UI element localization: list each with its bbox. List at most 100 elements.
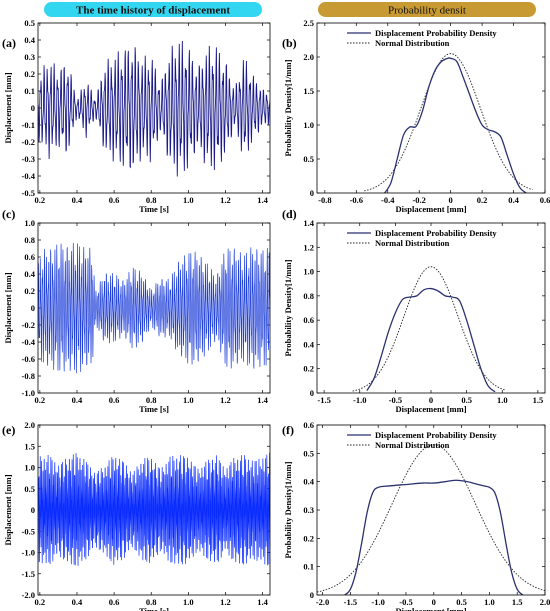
y-tick-label: 2.0 — [24, 420, 35, 430]
x-tick-label: 0.6 — [540, 195, 550, 205]
y-axis-label: Displacement [mm] — [3, 272, 13, 343]
legend-entry-pdf: Displacement Probability Density — [375, 228, 497, 238]
legend-entry-pdf: Displacement Probability Density — [375, 430, 497, 440]
panel-label-f: (f) — [282, 423, 294, 437]
y-tick-label: -0.2 — [22, 137, 35, 147]
y-tick-label: -0.3 — [22, 154, 35, 164]
y-tick-label: 0.1 — [303, 562, 314, 572]
y-tick-label: 1.2 — [303, 242, 314, 252]
y-axis-label: Probability Density[1/mm] — [283, 59, 293, 156]
x-tick-label: 1.4 — [257, 195, 268, 205]
x-tick-label: 1.0 — [497, 395, 508, 405]
panel-label-e: (e) — [2, 423, 15, 437]
header-right-pill — [318, 2, 536, 17]
x-tick-label: 1.4 — [257, 597, 268, 607]
x-tick-label: 0.2 — [35, 597, 46, 607]
x-tick-label: 0.8 — [146, 195, 157, 205]
y-tick-label: 0.3 — [24, 52, 35, 62]
x-tick-label: 1.4 — [257, 395, 268, 405]
x-tick-label: 0.4 — [508, 195, 519, 205]
header-left: The time history of displacement — [44, 2, 262, 17]
y-tick-label: 0.6 — [303, 315, 314, 325]
x-tick-label: 0 — [432, 597, 436, 607]
y-tick-label: 0.2 — [303, 533, 314, 543]
x-tick-label: -2.0 — [316, 597, 329, 607]
probability-density-line — [384, 57, 527, 193]
y-tick-label: 0.6 — [24, 252, 35, 262]
y-tick-label: 2.5 — [303, 18, 314, 28]
probability-density-line — [366, 287, 496, 393]
plot-frame — [316, 424, 546, 596]
y-tick-label: 1.5 — [303, 86, 314, 96]
y-tick-label: 0.2 — [303, 364, 314, 374]
x-axis-label: Time [s] — [139, 606, 169, 611]
x-tick-label: 0 — [429, 395, 433, 405]
y-tick-label: 0 — [310, 388, 314, 398]
x-tick-label: 0.2 — [35, 195, 46, 205]
plot-frame — [316, 22, 546, 194]
header-left-title: The time history of displacement — [76, 5, 230, 17]
y-tick-label: -0.5 — [22, 188, 35, 198]
y-tick-label: 0.5 — [303, 448, 314, 458]
y-tick-label: 0 — [310, 590, 314, 600]
panel-f-probability-density: (f) 0 0.1 0.2 0.3 0.4 0.5 0.6 -2.0 -1.5 -1.0 -0.5 0 0… — [282, 420, 550, 611]
x-tick-label: 0 — [449, 195, 453, 205]
x-tick-label: 1.0 — [183, 395, 194, 405]
x-tick-label: 2.0 — [540, 597, 550, 607]
x-tick-label: 0.8 — [146, 395, 157, 405]
y-tick-label: 1.0 — [24, 218, 35, 228]
y-tick-label: -0.8 — [22, 371, 35, 381]
x-tick-label: -1.0 — [371, 597, 384, 607]
plot-frame — [37, 424, 271, 596]
x-tick-label: 0.2 — [477, 195, 488, 205]
y-tick-label: -0.6 — [22, 354, 35, 364]
y-tick-label: 0 — [31, 505, 35, 515]
x-tick-label: 0.5 — [461, 395, 472, 405]
x-tick-label: 0.4 — [72, 597, 83, 607]
panel-b-probability-density: (b) 0 0.5 1.0 1.5 2.0 2.5 -0.8 -0.6 -0.4 -0.2 0 0.2 0… — [282, 18, 550, 214]
x-tick-label: 0.4 — [72, 395, 83, 405]
x-tick-label: -1.0 — [353, 395, 366, 405]
y-tick-label: 0.2 — [24, 286, 35, 296]
y-tick-label: -1.0 — [22, 388, 35, 398]
y-tick-label: 1.0 — [24, 463, 35, 473]
x-axis-label: Displacement [mm] — [395, 204, 466, 214]
y-axis-label: Probability Density[1/mm] — [283, 259, 293, 356]
panel-a-time-history: (a) -0.5 -0.4 -0.3 -0.2 -0.1 0 0.1 0.2 0.3 0.4 0.5 0… — [2, 18, 271, 214]
x-tick-label: 1.2 — [220, 195, 231, 205]
panel-c-time-history: (c) -1.0 -0.8 -0.6 -0.4 -0.2 0 0.2 0.4 0.6 0.8 1.0 0… — [2, 207, 271, 414]
probability-density-line — [344, 479, 524, 595]
y-axis-label: Probability Density[1/mm] — [283, 461, 293, 558]
x-tick-label: 1.0 — [183, 597, 194, 607]
y-tick-label: 0.4 — [303, 339, 314, 349]
x-tick-label: 1.2 — [220, 395, 231, 405]
x-tick-label: 0.6 — [109, 597, 120, 607]
y-tick-label: -0.1 — [22, 120, 35, 130]
y-tick-label: -0.4 — [22, 337, 36, 347]
x-axis-label: Time [s] — [139, 404, 169, 414]
legend-entry-normal: Normal Distribution — [375, 38, 450, 48]
y-tick-label: 0.4 — [24, 35, 35, 45]
plot-frame — [37, 222, 271, 394]
header-right-title: Probability densit — [388, 5, 466, 17]
y-tick-label: 0.4 — [303, 477, 314, 487]
y-tick-label: 0.8 — [303, 291, 314, 301]
y-tick-label: 1.5 — [24, 441, 35, 451]
x-tick-label: 1.5 — [512, 597, 523, 607]
x-tick-label: 1.5 — [533, 395, 544, 405]
y-tick-label: 1.4 — [303, 218, 314, 228]
x-tick-label: -0.8 — [318, 195, 331, 205]
header-left-pill — [44, 2, 262, 17]
y-tick-label: -2.0 — [22, 590, 35, 600]
y-tick-label: 0 — [31, 303, 35, 313]
x-tick-label: 1.2 — [220, 597, 231, 607]
y-tick-label: 0.3 — [303, 505, 314, 515]
y-tick-label: 1.0 — [303, 120, 314, 130]
normal-distribution-line — [364, 53, 533, 192]
x-tick-label: 0.6 — [109, 395, 120, 405]
panel-e-time-history: (e) -2.0 -1.5 -1.0 -0.5 0 0.5 1.0 1.5 2.0 0.2 0.4 0.… — [2, 420, 271, 611]
x-tick-label: -0.5 — [389, 395, 402, 405]
x-tick-label: -0.6 — [350, 195, 363, 205]
displacement-series-line — [38, 452, 270, 566]
legend-entry-pdf: Displacement Probability Density — [375, 28, 497, 38]
